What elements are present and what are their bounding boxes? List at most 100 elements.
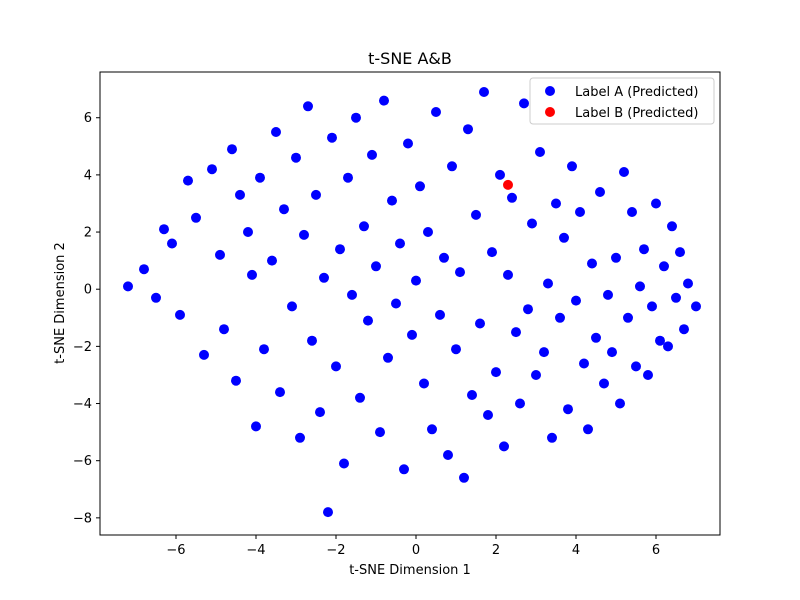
point-label-a: [467, 390, 477, 400]
legend-marker-label-b: [545, 107, 555, 117]
point-label-a: [511, 327, 521, 338]
point-label-a: [479, 87, 489, 97]
point-label-a: [495, 169, 505, 180]
point-label-a: [619, 167, 629, 177]
point-label-a: [359, 221, 369, 232]
point-label-a: [599, 378, 609, 389]
point-label-a: [631, 361, 641, 372]
point-label-a: [575, 207, 585, 217]
point-label-a: [583, 424, 593, 435]
point-label-a: [335, 244, 345, 255]
point-label-a: [139, 264, 149, 275]
point-label-a: [411, 275, 421, 286]
x-tick-label: −2: [326, 543, 345, 558]
point-label-a: [691, 301, 701, 312]
point-label-a: [439, 252, 449, 263]
point-label-a: [231, 375, 241, 386]
point-label-a: [291, 152, 301, 163]
point-label-a: [579, 358, 589, 369]
point-label-a: [247, 269, 257, 280]
legend-label-a: Label A (Predicted): [575, 85, 698, 100]
point-label-a: [627, 207, 637, 217]
x-axis: −6 −4 −2 0 2 4 6: [166, 535, 660, 558]
point-label-b: [503, 179, 513, 190]
point-label-a: [307, 335, 317, 346]
point-label-a: [535, 147, 545, 157]
legend-box: [529, 77, 715, 125]
point-label-a: [531, 370, 541, 380]
point-label-a: [199, 349, 209, 360]
point-label-a: [267, 255, 277, 266]
point-label-a: [339, 458, 349, 469]
point-label-a: [391, 298, 401, 309]
point-label-a: [615, 398, 625, 409]
y-tick-label: −8: [73, 511, 92, 526]
point-label-a: [679, 324, 689, 335]
point-label-a: [259, 344, 269, 355]
point-label-a: [407, 329, 417, 340]
point-label-a: [483, 410, 493, 420]
point-label-a: [323, 507, 333, 518]
point-label-a: [295, 432, 305, 443]
points-layer: [123, 87, 701, 518]
point-label-a: [587, 258, 597, 269]
point-label-a: [403, 138, 413, 149]
point-label-a: [279, 204, 289, 215]
point-label-a: [375, 427, 385, 438]
point-label-a: [379, 95, 389, 106]
point-label-a: [683, 278, 693, 289]
legend-label-b: Label B (Predicted): [575, 106, 698, 121]
y-tick-label: 6: [84, 111, 92, 126]
point-label-a: [563, 404, 573, 415]
point-label-a: [671, 292, 681, 303]
point-label-a: [311, 189, 321, 200]
point-label-a: [167, 238, 177, 249]
point-label-a: [235, 189, 245, 200]
point-label-a: [151, 292, 161, 303]
point-label-a: [475, 318, 485, 329]
point-label-a: [287, 301, 297, 312]
point-label-a: [551, 198, 561, 209]
point-label-a: [487, 247, 497, 258]
point-label-a: [503, 269, 513, 280]
point-label-a: [603, 289, 613, 300]
point-label-a: [507, 192, 517, 203]
point-label-a: [555, 312, 565, 323]
point-label-a: [643, 370, 653, 380]
point-label-a: [547, 432, 557, 443]
point-label-a: [303, 101, 313, 112]
chart-title: t-SNE A&B: [368, 49, 452, 68]
point-label-a: [271, 127, 281, 137]
point-label-a: [227, 144, 237, 155]
point-label-a: [299, 229, 309, 240]
x-tick-label: −6: [166, 543, 185, 558]
point-label-a: [447, 161, 457, 172]
point-label-a: [675, 247, 685, 258]
point-label-a: [387, 195, 397, 206]
point-label-a: [559, 232, 569, 243]
plot-area: [99, 71, 721, 536]
point-label-a: [399, 464, 409, 475]
point-label-a: [455, 267, 465, 278]
x-tick-label: 6: [652, 543, 660, 558]
point-label-a: [315, 407, 325, 418]
y-tick-label: 0: [84, 283, 92, 298]
point-label-a: [251, 421, 261, 432]
point-label-a: [351, 112, 361, 123]
x-axis-label: t-SNE Dimension 1: [349, 563, 471, 578]
x-tick-label: 2: [492, 543, 500, 558]
point-label-a: [491, 367, 501, 378]
point-label-a: [611, 252, 621, 263]
y-tick-label: 2: [84, 226, 92, 241]
point-label-a: [427, 424, 437, 435]
point-label-a: [367, 149, 377, 160]
point-label-a: [419, 378, 429, 389]
point-label-a: [355, 392, 365, 403]
point-label-a: [275, 387, 285, 398]
point-label-a: [639, 244, 649, 255]
point-label-a: [347, 289, 357, 300]
point-label-a: [651, 198, 661, 209]
point-label-a: [331, 361, 341, 372]
point-label-a: [459, 472, 469, 483]
